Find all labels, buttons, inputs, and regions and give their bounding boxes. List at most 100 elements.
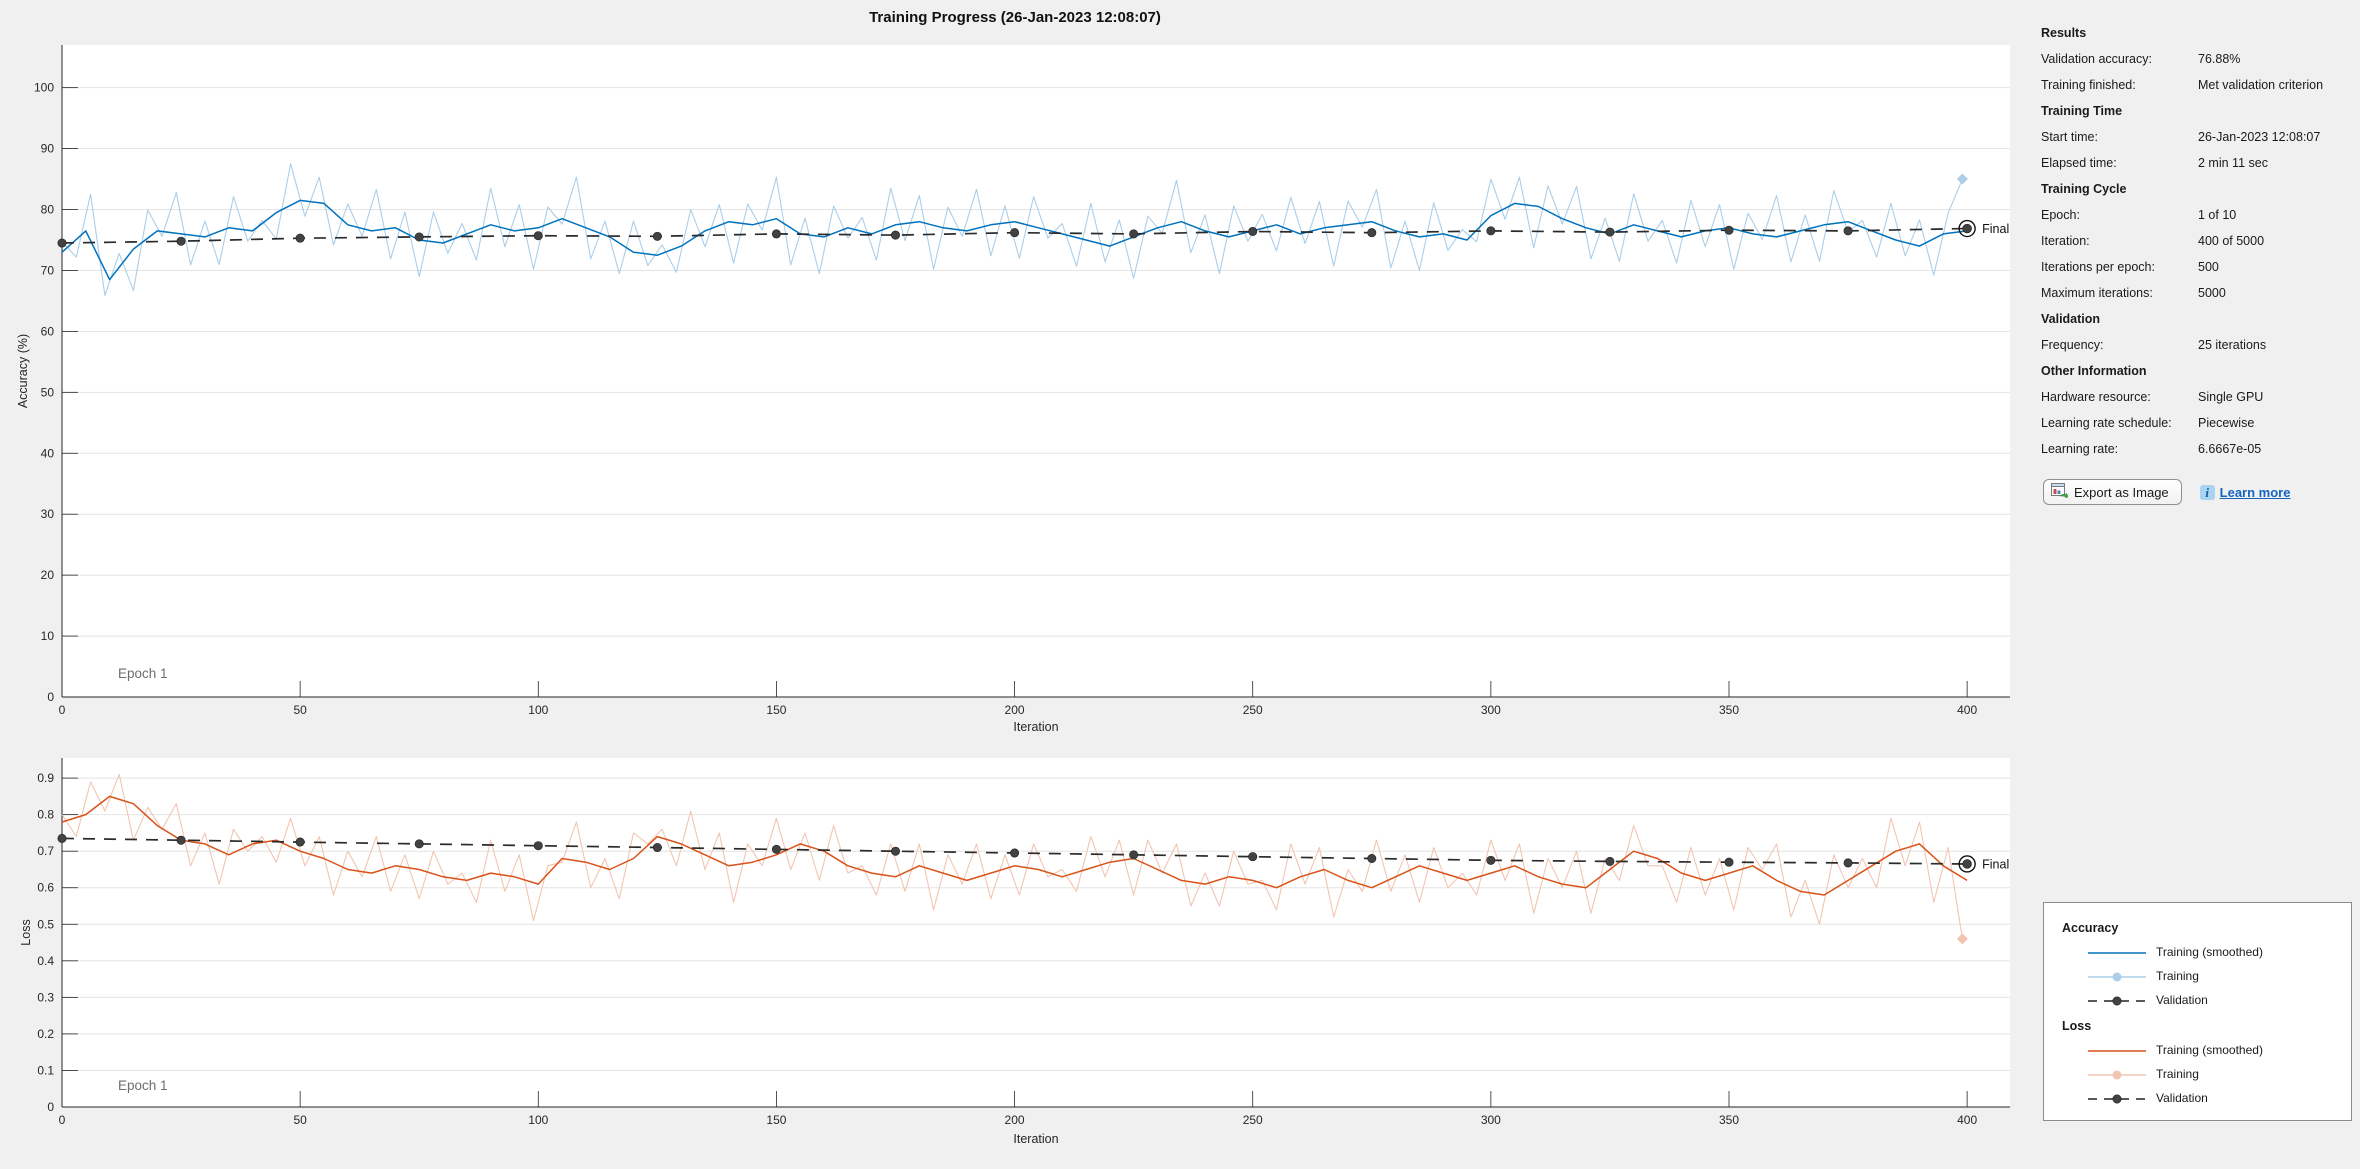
svg-text:0.6: 0.6 xyxy=(37,881,54,895)
svg-text:70: 70 xyxy=(41,263,55,277)
svg-text:100: 100 xyxy=(528,1113,548,1127)
validation-marker xyxy=(57,833,67,843)
svg-text:50: 50 xyxy=(293,1113,307,1127)
panel-section-heading: Other Information xyxy=(2041,364,2147,378)
validation-marker xyxy=(1724,225,1734,235)
y-axis-label: Accuracy (%) xyxy=(16,334,30,408)
legend-item-label: Validation xyxy=(2156,993,2208,1007)
validation-marker xyxy=(1010,228,1020,238)
validation-marker xyxy=(1724,857,1734,867)
panel-row: Elapsed time: 2 min 11 sec xyxy=(2035,150,2355,176)
panel-row-label: Frequency: xyxy=(2041,338,2104,352)
svg-text:150: 150 xyxy=(766,1113,786,1127)
series-line xyxy=(61,795,1968,896)
svg-text:0: 0 xyxy=(47,1100,54,1114)
legend-line-sample xyxy=(2086,1039,2148,1068)
panel-row-value: 26-Jan-2023 12:08:07 xyxy=(2198,130,2321,144)
validation-marker xyxy=(652,843,662,853)
final-label: Final xyxy=(1982,222,2009,236)
learn-more-label: Learn more xyxy=(2219,484,2291,500)
panel-row-label: Learning rate: xyxy=(2041,442,2119,456)
panel-section-heading: Validation xyxy=(2041,312,2101,326)
validation-marker xyxy=(1367,853,1377,863)
legend-item-label: Training (smoothed) xyxy=(2156,945,2263,959)
validation-marker xyxy=(1010,848,1020,858)
svg-text:0.9: 0.9 xyxy=(37,771,54,785)
panel-row-label: Hardware resource: xyxy=(2041,390,2151,404)
panel-section-heading: Results xyxy=(2041,26,2087,40)
panel-row: Maximum iterations: 5000 xyxy=(2035,280,2355,306)
validation-marker xyxy=(652,231,662,241)
legend-item-label: Validation xyxy=(2156,1091,2208,1105)
panel-row-value: 76.88% xyxy=(2198,52,2241,66)
panel-row-label: Start time: xyxy=(2041,130,2098,144)
legend-item: Training xyxy=(2044,965,2351,989)
epoch-label: Epoch 1 xyxy=(118,1078,168,1093)
panel-row-label: Validation accuracy: xyxy=(2041,52,2152,66)
legend-line-sample xyxy=(2086,965,2148,994)
svg-text:0.2: 0.2 xyxy=(37,1027,54,1041)
legend-item: Training (smoothed) xyxy=(2044,941,2351,965)
final-training-marker xyxy=(1956,173,1968,185)
validation-marker xyxy=(295,837,305,847)
export-as-image-button[interactable]: Export as Image xyxy=(2043,479,2182,505)
legend-item-label: Training xyxy=(2156,969,2199,983)
svg-text:0: 0 xyxy=(47,690,54,704)
learn-more-link[interactable]: i Learn more xyxy=(2199,484,2291,500)
svg-text:100: 100 xyxy=(528,703,548,717)
svg-text:50: 50 xyxy=(293,703,307,717)
legend-line-sample xyxy=(2086,941,2148,970)
svg-text:0.3: 0.3 xyxy=(37,990,54,1004)
panel-row: Training finished: Met validation criteri… xyxy=(2035,72,2355,98)
series-line xyxy=(61,773,1963,939)
svg-text:0: 0 xyxy=(59,1113,66,1127)
panel-row: Iteration: 400 of 5000 xyxy=(2035,228,2355,254)
validation-marker xyxy=(771,229,781,239)
panel-actions: Export as Image i Learn more xyxy=(2043,478,2290,506)
validation-marker xyxy=(1129,850,1139,860)
validation-marker xyxy=(890,846,900,856)
validation-marker xyxy=(890,230,900,240)
chart-accuracy: 0 10 20 30 40 50 60 70 80 90 100 0 50 100 150 200 250 300… xyxy=(16,45,2010,734)
validation-marker xyxy=(1605,227,1615,237)
validation-marker xyxy=(57,238,67,248)
panel-row: Epoch: 1 of 10 xyxy=(2035,202,2355,228)
validation-marker xyxy=(414,232,424,242)
panel-row: Frequency: 25 iterations xyxy=(2035,332,2355,358)
validation-marker xyxy=(1843,858,1853,868)
panel-row-value: 400 of 5000 xyxy=(2198,234,2265,248)
svg-text:250: 250 xyxy=(1243,1113,1263,1127)
panel-row-value: 25 iterations xyxy=(2198,338,2267,352)
svg-text:60: 60 xyxy=(41,324,55,338)
y-axis-label: Loss xyxy=(19,919,33,945)
legend-item: Validation xyxy=(2044,1087,2351,1111)
panel-row: Iterations per epoch: 500 xyxy=(2035,254,2355,280)
validation-marker xyxy=(176,236,186,246)
legend-item: Validation xyxy=(2044,989,2351,1013)
panel-section-heading: Training Cycle xyxy=(2041,182,2127,196)
validation-marker xyxy=(1367,228,1377,238)
svg-text:350: 350 xyxy=(1719,703,1739,717)
svg-text:40: 40 xyxy=(41,446,55,460)
validation-marker xyxy=(1486,855,1496,865)
svg-text:0.5: 0.5 xyxy=(37,917,54,931)
svg-text:400: 400 xyxy=(1957,1113,1977,1127)
validation-marker xyxy=(533,841,543,851)
epoch-label: Epoch 1 xyxy=(118,666,168,681)
svg-text:300: 300 xyxy=(1481,1113,1501,1127)
validation-marker xyxy=(295,233,305,243)
panel-row: Start time: 26-Jan-2023 12:08:07 xyxy=(2035,124,2355,150)
panel-row-label: Epoch: xyxy=(2041,208,2080,222)
chart-legend: Accuracy Training (smoothed) Training Valid… xyxy=(2043,902,2352,1121)
validation-marker xyxy=(414,839,424,849)
panel-row: Learning rate schedule: Piecewise xyxy=(2035,410,2355,436)
panel-row-value: 6.6667e-05 xyxy=(2198,442,2262,456)
panel-row-label: Iterations per epoch: xyxy=(2041,260,2155,274)
panel-row-value: 500 xyxy=(2198,260,2219,274)
svg-text:200: 200 xyxy=(1005,1113,1025,1127)
panel-row-value: Piecewise xyxy=(2198,416,2255,430)
svg-text:20: 20 xyxy=(41,568,55,582)
svg-text:100: 100 xyxy=(34,81,54,95)
x-axis-label: Iteration xyxy=(1013,720,1058,734)
